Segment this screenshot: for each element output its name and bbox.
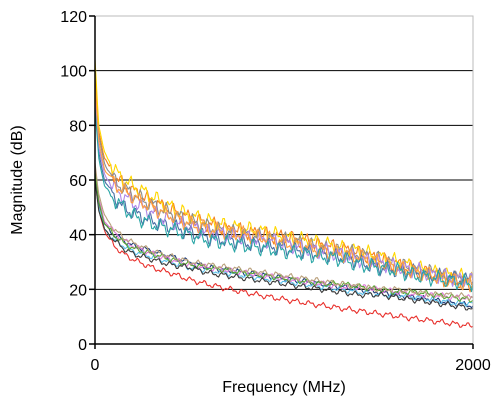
y-tick-label: 100 <box>60 64 87 81</box>
series-line <box>94 103 474 287</box>
x-tick-label: 0 <box>91 357 100 374</box>
series-line <box>94 170 474 303</box>
y-tick-label: 40 <box>69 228 87 245</box>
y-tick-label: 80 <box>69 118 87 135</box>
x-ticks: 0 2000 <box>91 344 491 374</box>
series-line <box>94 84 474 291</box>
y-tick-label: 60 <box>69 173 87 190</box>
series-line <box>94 75 474 293</box>
series-line <box>94 162 474 301</box>
grid-lines <box>95 15 473 290</box>
x-axis-label: Frequency (MHz) <box>222 379 346 396</box>
y-axis-label: Magnitude (dB) <box>9 125 26 234</box>
series-group <box>94 59 474 328</box>
y-ticks: 0 20 40 60 80 100 120 <box>60 9 95 354</box>
series-line <box>94 180 474 311</box>
y-tick-label: 0 <box>78 337 87 354</box>
series-line <box>94 108 474 293</box>
y-tick-label: 20 <box>69 282 87 299</box>
series-line <box>94 166 474 328</box>
y-tick-label: 120 <box>60 9 87 26</box>
x-tick-label: 2000 <box>455 357 491 374</box>
